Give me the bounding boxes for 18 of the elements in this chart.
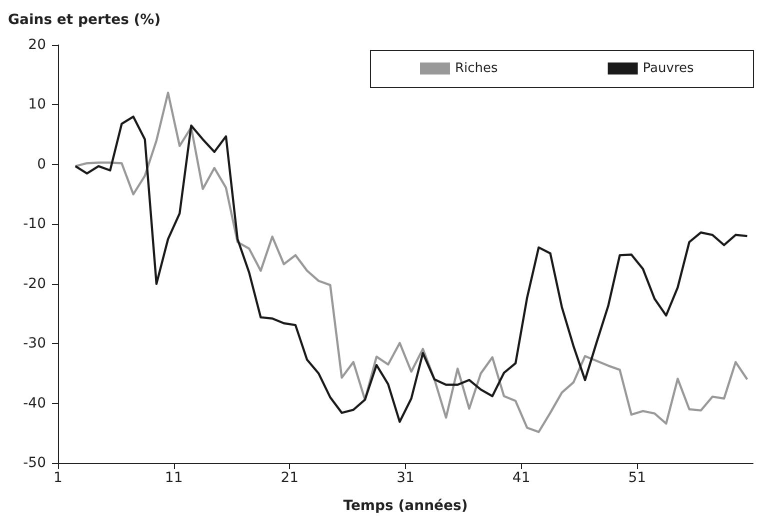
x-tick-label: 11	[164, 470, 183, 486]
x-axis-title: Temps (années)	[343, 498, 468, 514]
y-tick-label: 0	[37, 156, 46, 172]
y-tick-label: -30	[23, 336, 46, 352]
y-axis-title: Gains et pertes (%)	[8, 12, 161, 28]
x-tick-label: 51	[628, 470, 646, 486]
y-tick-label: 20	[28, 37, 46, 53]
x-tick-label: 41	[512, 470, 530, 486]
x-tick-label: 21	[280, 470, 299, 486]
legend-label: Pauvres	[642, 61, 694, 76]
y-tick-label: -50	[23, 455, 46, 471]
y-tick-label: -40	[23, 395, 46, 412]
x-tick-label: 1	[54, 470, 62, 486]
legend-label: Riches	[455, 61, 498, 76]
y-tick-label: -10	[23, 216, 46, 232]
x-tick-label: 31	[396, 470, 414, 486]
y-tick-label: -20	[23, 276, 46, 292]
y-tick-label: 10	[28, 96, 46, 113]
